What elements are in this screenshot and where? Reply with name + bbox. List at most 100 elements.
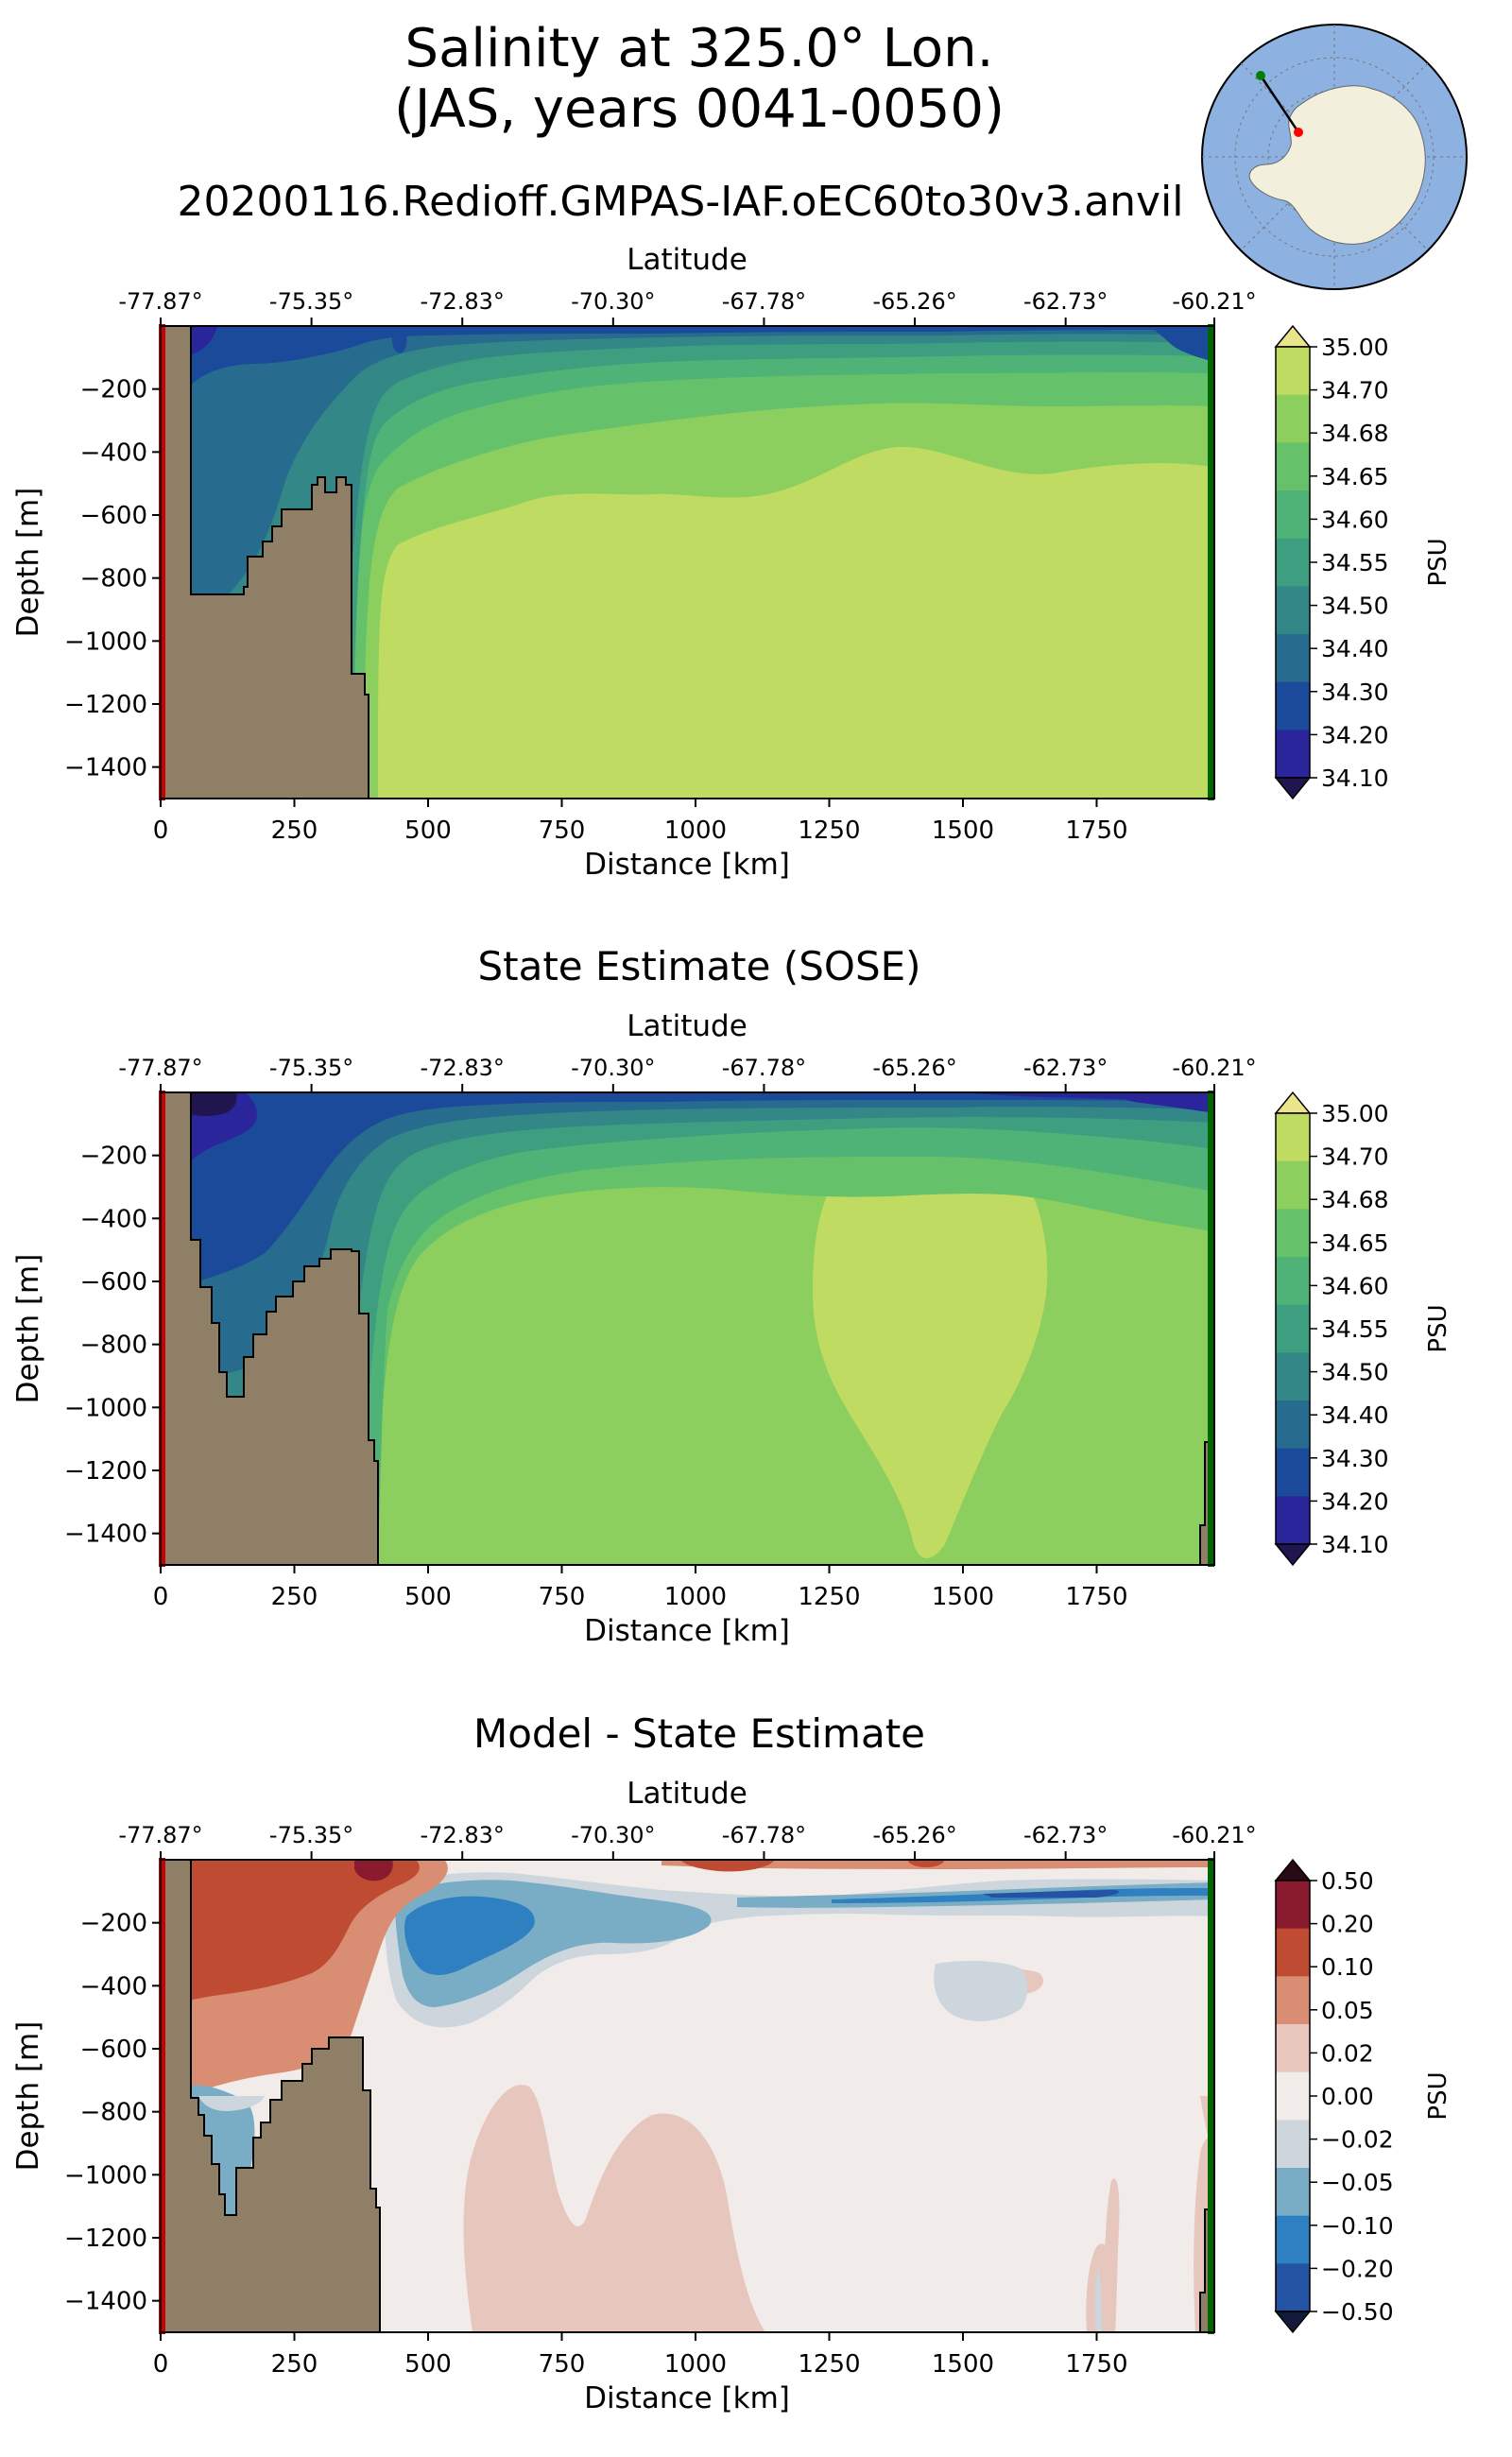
map-end-marker xyxy=(1294,128,1303,137)
x-tick-label: 1500 xyxy=(932,1583,994,1611)
x-tick-label: 1000 xyxy=(664,2350,727,2379)
colorbar-tick-label: 0.20 xyxy=(1321,1911,1374,1938)
x-tick-label: 500 xyxy=(404,1583,452,1611)
colorbar-segment xyxy=(1276,2120,1310,2169)
colorbar-extend-min xyxy=(1274,777,1312,800)
colorbar-diff: 0.50 0.20 0.10 0.05 0.02 0.00 −0.02 −0.05 −0.10 −… xyxy=(1274,1858,1452,2334)
colorbar-tick-label: 0.10 xyxy=(1321,1953,1374,1981)
colorbar-model: 35.00 34.70 34.68 34.65 34.60 34.55 34.50 34.40… xyxy=(1274,324,1452,800)
colorbar-tick-label: 0.05 xyxy=(1321,1997,1374,2024)
colorbar-segment xyxy=(1276,1113,1310,1162)
colorbar-extend-min xyxy=(1274,2311,1312,2334)
colorbar-segment xyxy=(1276,681,1310,730)
colorbar-segment xyxy=(1276,1257,1310,1306)
colorbar-segment xyxy=(1276,442,1310,491)
land-topography-diff xyxy=(160,1859,381,2333)
panel-title-sose: State Estimate (SOSE) xyxy=(477,943,921,989)
y-tick-label: −400 xyxy=(80,438,147,467)
x-tick-label: 1000 xyxy=(664,1583,727,1611)
lat-tick-label: -62.73° xyxy=(1023,288,1108,315)
lat-tick-label: -65.26° xyxy=(872,288,956,315)
colorbar-tick-label: −0.02 xyxy=(1321,2126,1394,2154)
axes-frame xyxy=(160,1091,1215,1566)
colorbar-tick-label: 34.10 xyxy=(1321,1531,1389,1558)
chart-sose-salinity: 0 250 500 750 1000 1250 1500 1750 −200 −400 −600 −8… xyxy=(11,1009,1452,1648)
colorbar-label: PSU xyxy=(1424,538,1452,586)
x-tick-label: 1250 xyxy=(798,2350,860,2379)
colorbar-sose: 35.00 34.70 34.68 34.65 34.60 34.55 34.50 34.40… xyxy=(1274,1091,1452,1567)
colorbar-label: PSU xyxy=(1424,2071,1452,2120)
y-tick-label: −600 xyxy=(80,1268,147,1297)
colorbar-tick-label: −0.10 xyxy=(1321,2212,1394,2240)
map-transect-line xyxy=(1259,75,1300,133)
panel-title-diff: Model - State Estimate xyxy=(473,1710,925,1757)
colorbar-segment xyxy=(1276,1881,1310,1930)
lat-tick-label: -70.30° xyxy=(571,1822,655,1848)
x-tick-label: 250 xyxy=(271,1583,318,1611)
y-tick-label: −1000 xyxy=(64,2161,147,2190)
colorbar-segment xyxy=(1276,2024,1310,2073)
lat-tick-label: -72.83° xyxy=(421,288,505,315)
axis-ticks: 0 250 500 750 1000 1250 1500 1750 −200 −400 −600 −8… xyxy=(64,1055,1257,1611)
lat-tick-label: -70.30° xyxy=(571,288,655,315)
lat-tick-label: -65.26° xyxy=(872,1822,956,1848)
land-topography-model xyxy=(160,325,369,799)
top-axis-label: Latitude xyxy=(627,1009,747,1043)
colorbar-label: PSU xyxy=(1424,1304,1452,1352)
section-start-line xyxy=(159,1858,165,2334)
colorbar-segment xyxy=(1276,1976,1310,2025)
lat-tick-label: -60.21° xyxy=(1172,288,1256,315)
x-axis-label: Distance [km] xyxy=(584,1614,790,1648)
colorbar-tick-label: 35.00 xyxy=(1321,334,1389,361)
y-tick-label: −600 xyxy=(80,2036,147,2064)
y-axis-label: Depth [m] xyxy=(11,1254,45,1404)
x-tick-label: 0 xyxy=(153,2350,169,2379)
y-tick-label: −1000 xyxy=(64,1394,147,1422)
axes-frame xyxy=(160,1859,1215,2333)
y-axis-label: Depth [m] xyxy=(11,2021,45,2172)
y-tick-label: −1200 xyxy=(64,2225,147,2253)
colorbar-segment xyxy=(1276,490,1310,540)
top-axis-label: Latitude xyxy=(627,1777,747,1811)
y-axis-label: Depth [m] xyxy=(11,488,45,638)
y-tick-label: −1400 xyxy=(64,754,147,782)
x-tick-label: 1750 xyxy=(1065,816,1127,845)
colorbar-tick-label: 34.10 xyxy=(1321,765,1389,792)
x-axis-label: Distance [km] xyxy=(584,2381,790,2415)
x-tick-label: 0 xyxy=(153,816,169,845)
colorbar-tick-label: 34.40 xyxy=(1321,1401,1389,1429)
y-tick-label: −1400 xyxy=(64,2288,147,2316)
colorbar-segment xyxy=(1276,1928,1310,1977)
land-topography-sose xyxy=(160,1091,379,1566)
y-tick-label: −600 xyxy=(80,502,147,530)
lat-tick-label: -75.35° xyxy=(269,1055,353,1081)
axis-ticks: 0 250 500 750 1000 1250 1500 1750 −200 −400 −600 −8… xyxy=(64,288,1257,845)
y-tick-label: −200 xyxy=(80,1910,147,1938)
colorbar-segment xyxy=(1276,1304,1310,1353)
colorbar-tick-label: −0.20 xyxy=(1321,2255,1394,2282)
chart-model-salinity: 0 250 500 750 1000 1250 1500 1750 −200 −400 −600 −8… xyxy=(11,243,1452,882)
x-tick-label: 1500 xyxy=(932,2350,994,2379)
colorbar-segment xyxy=(1276,538,1310,587)
x-tick-label: 750 xyxy=(539,816,586,845)
chart-difference: 0 250 500 750 1000 1250 1500 1750 −200 −400 −600 −8… xyxy=(11,1777,1452,2415)
colorbar-tick-label: 34.55 xyxy=(1321,1315,1389,1343)
colorbar-tick-label: 34.20 xyxy=(1321,721,1389,748)
colorbar-segment xyxy=(1276,1448,1310,1497)
section-end-line xyxy=(1208,324,1214,800)
run-name: 20200116.Redioff.GMPAS-IAF.oEC60to30v3.a… xyxy=(177,178,1184,226)
y-tick-label: −400 xyxy=(80,1205,147,1233)
colorbar-tick-label: −0.05 xyxy=(1321,2169,1394,2196)
lat-tick-label: -75.35° xyxy=(269,1822,353,1848)
colorbar-tick-label: 34.68 xyxy=(1321,1186,1389,1213)
colorbar-segment xyxy=(1276,347,1310,396)
y-tick-label: −800 xyxy=(80,1332,147,1360)
y-tick-label: −1200 xyxy=(64,691,147,719)
x-tick-label: 1750 xyxy=(1065,1583,1127,1611)
x-tick-label: 500 xyxy=(404,2350,452,2379)
lat-tick-label: -65.26° xyxy=(872,1055,956,1081)
lat-tick-label: -72.83° xyxy=(421,1055,505,1081)
colorbar-segment xyxy=(1276,1352,1310,1401)
colorbar-tick-label: 35.00 xyxy=(1321,1100,1389,1127)
colorbar-segment xyxy=(1276,730,1310,779)
